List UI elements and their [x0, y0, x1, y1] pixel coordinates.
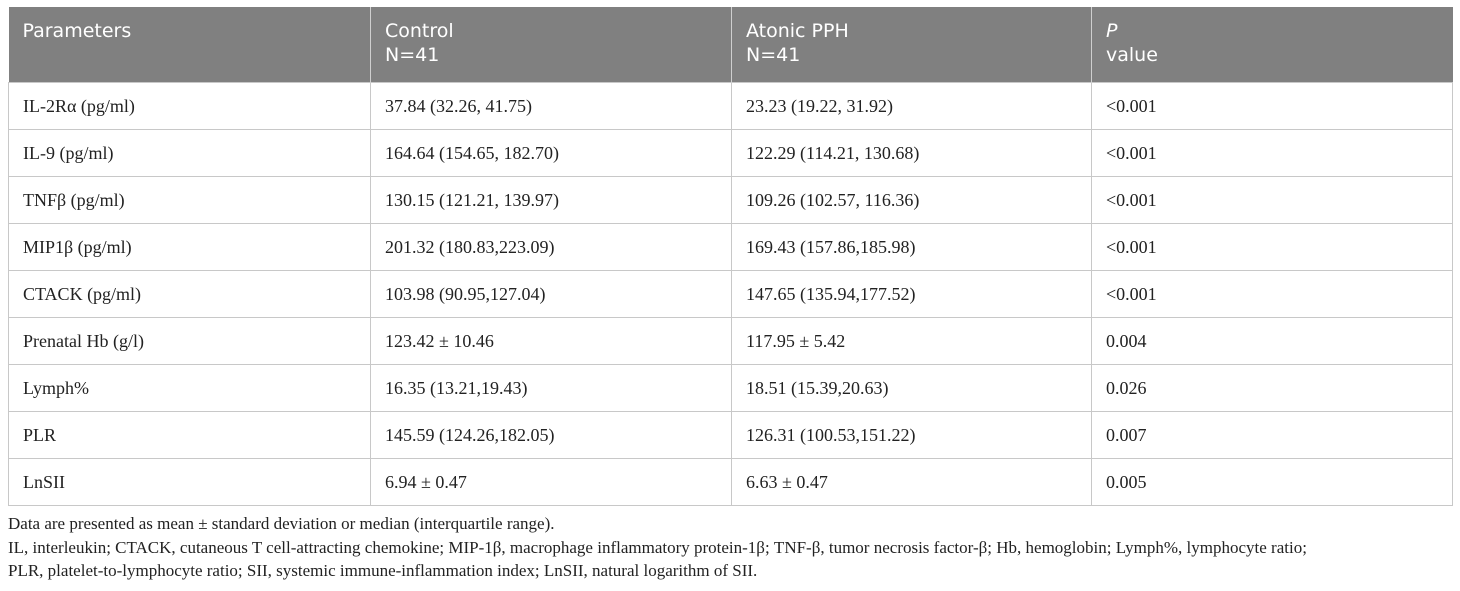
parameter-cell: Lymph%	[8, 364, 371, 412]
header-atonic-pph-n: N=41	[746, 44, 801, 66]
footnote-line-1: Data are presented as mean ± standard de…	[8, 514, 555, 533]
table-header-row: Parameters Control N=41 Atonic PPH N=41 …	[8, 7, 1453, 83]
parameter-cell: LnSII	[8, 458, 371, 506]
table-row: LnSII 6.94 ± 0.47 6.63 ± 0.47 0.005	[8, 458, 1453, 506]
header-atonic-pph: Atonic PPH N=41	[731, 7, 1092, 83]
atonic-pph-value-cell: 122.29 (114.21, 130.68)	[731, 129, 1092, 177]
atonic-pph-value-cell: 23.23 (19.22, 31.92)	[731, 82, 1092, 130]
p-value-cell: <0.001	[1091, 223, 1453, 271]
table-row: Prenatal Hb (g/l) 123.42 ± 10.46 117.95 ± …	[8, 317, 1453, 365]
control-value-cell: 16.35 (13.21,19.43)	[370, 364, 732, 412]
table-body: IL-2Rα (pg/ml) 37.84 (32.26, 41.75) 23.23 …	[8, 82, 1453, 506]
parameter-cell: Prenatal Hb (g/l)	[8, 317, 371, 365]
control-value-cell: 130.15 (121.21, 139.97)	[370, 176, 732, 224]
table-footnotes: Data are presented as mean ± standard de…	[8, 512, 1452, 583]
parameter-cell: CTACK (pg/ml)	[8, 270, 371, 318]
p-value-cell: <0.001	[1091, 176, 1453, 224]
p-value-cell: <0.001	[1091, 270, 1453, 318]
parameter-cell: MIP1β (pg/ml)	[8, 223, 371, 271]
control-value-cell: 145.59 (124.26,182.05)	[370, 411, 732, 459]
parameter-cell: IL-9 (pg/ml)	[8, 129, 371, 177]
atonic-pph-value-cell: 109.26 (102.57, 116.36)	[731, 176, 1092, 224]
atonic-pph-value-cell: 6.63 ± 0.47	[731, 458, 1092, 506]
p-value-cell: 0.004	[1091, 317, 1453, 365]
header-control-n: N=41	[385, 44, 440, 66]
atonic-pph-value-cell: 126.31 (100.53,151.22)	[731, 411, 1092, 459]
atonic-pph-value-cell: 117.95 ± 5.42	[731, 317, 1092, 365]
header-p-symbol: P	[1106, 20, 1118, 42]
p-value-cell: 0.026	[1091, 364, 1453, 412]
header-parameters: Parameters	[8, 7, 371, 83]
p-value-cell: <0.001	[1091, 129, 1453, 177]
control-value-cell: 103.98 (90.95,127.04)	[370, 270, 732, 318]
control-value-cell: 123.42 ± 10.46	[370, 317, 732, 365]
header-atonic-pph-label: Atonic PPH	[746, 20, 849, 42]
table-header: Parameters Control N=41 Atonic PPH N=41 …	[8, 7, 1453, 83]
footnote-line-2: IL, interleukin; CTACK, cutaneous T cell…	[8, 537, 1307, 557]
parameter-cell: PLR	[8, 411, 371, 459]
table-row: IL-9 (pg/ml) 164.64 (154.65, 182.70) 122.2…	[8, 129, 1453, 177]
data-table: Parameters Control N=41 Atonic PPH N=41 …	[8, 7, 1453, 506]
header-parameters-label: Parameters	[22, 20, 132, 42]
table-row: MIP1β (pg/ml) 201.32 (180.83,223.09) 169.4…	[8, 223, 1453, 271]
parameter-cell: TNFβ (pg/ml)	[8, 176, 371, 224]
header-p-value-label: value	[1106, 44, 1158, 66]
table-row: PLR 145.59 (124.26,182.05) 126.31 (100.53,…	[8, 411, 1453, 459]
p-value-cell: <0.001	[1091, 82, 1453, 130]
control-value-cell: 201.32 (180.83,223.09)	[370, 223, 732, 271]
atonic-pph-value-cell: 169.43 (157.86,185.98)	[731, 223, 1092, 271]
header-control-label: Control	[385, 20, 454, 42]
data-table-container: Parameters Control N=41 Atonic PPH N=41 …	[8, 7, 1453, 506]
table-row: Lymph% 16.35 (13.21,19.43) 18.51 (15.39,20…	[8, 364, 1453, 412]
atonic-pph-value-cell: 18.51 (15.39,20.63)	[731, 364, 1092, 412]
control-value-cell: 164.64 (154.65, 182.70)	[370, 129, 732, 177]
parameter-cell: IL-2Rα (pg/ml)	[8, 82, 371, 130]
footnote-line-3: PLR, platelet-to-lymphocyte ratio; SII, …	[8, 561, 758, 580]
table-row: CTACK (pg/ml) 103.98 (90.95,127.04) 147.65…	[8, 270, 1453, 318]
control-value-cell: 37.84 (32.26, 41.75)	[370, 82, 732, 130]
control-value-cell: 6.94 ± 0.47	[370, 458, 732, 506]
p-value-cell: 0.007	[1091, 411, 1453, 459]
p-value-cell: 0.005	[1091, 458, 1453, 506]
atonic-pph-value-cell: 147.65 (135.94,177.52)	[731, 270, 1092, 318]
table-row: TNFβ (pg/ml) 130.15 (121.21, 139.97) 109.2…	[8, 176, 1453, 224]
table-row: IL-2Rα (pg/ml) 37.84 (32.26, 41.75) 23.23 …	[8, 82, 1453, 130]
header-control: Control N=41	[370, 7, 732, 83]
header-p-value: P value	[1091, 7, 1453, 83]
